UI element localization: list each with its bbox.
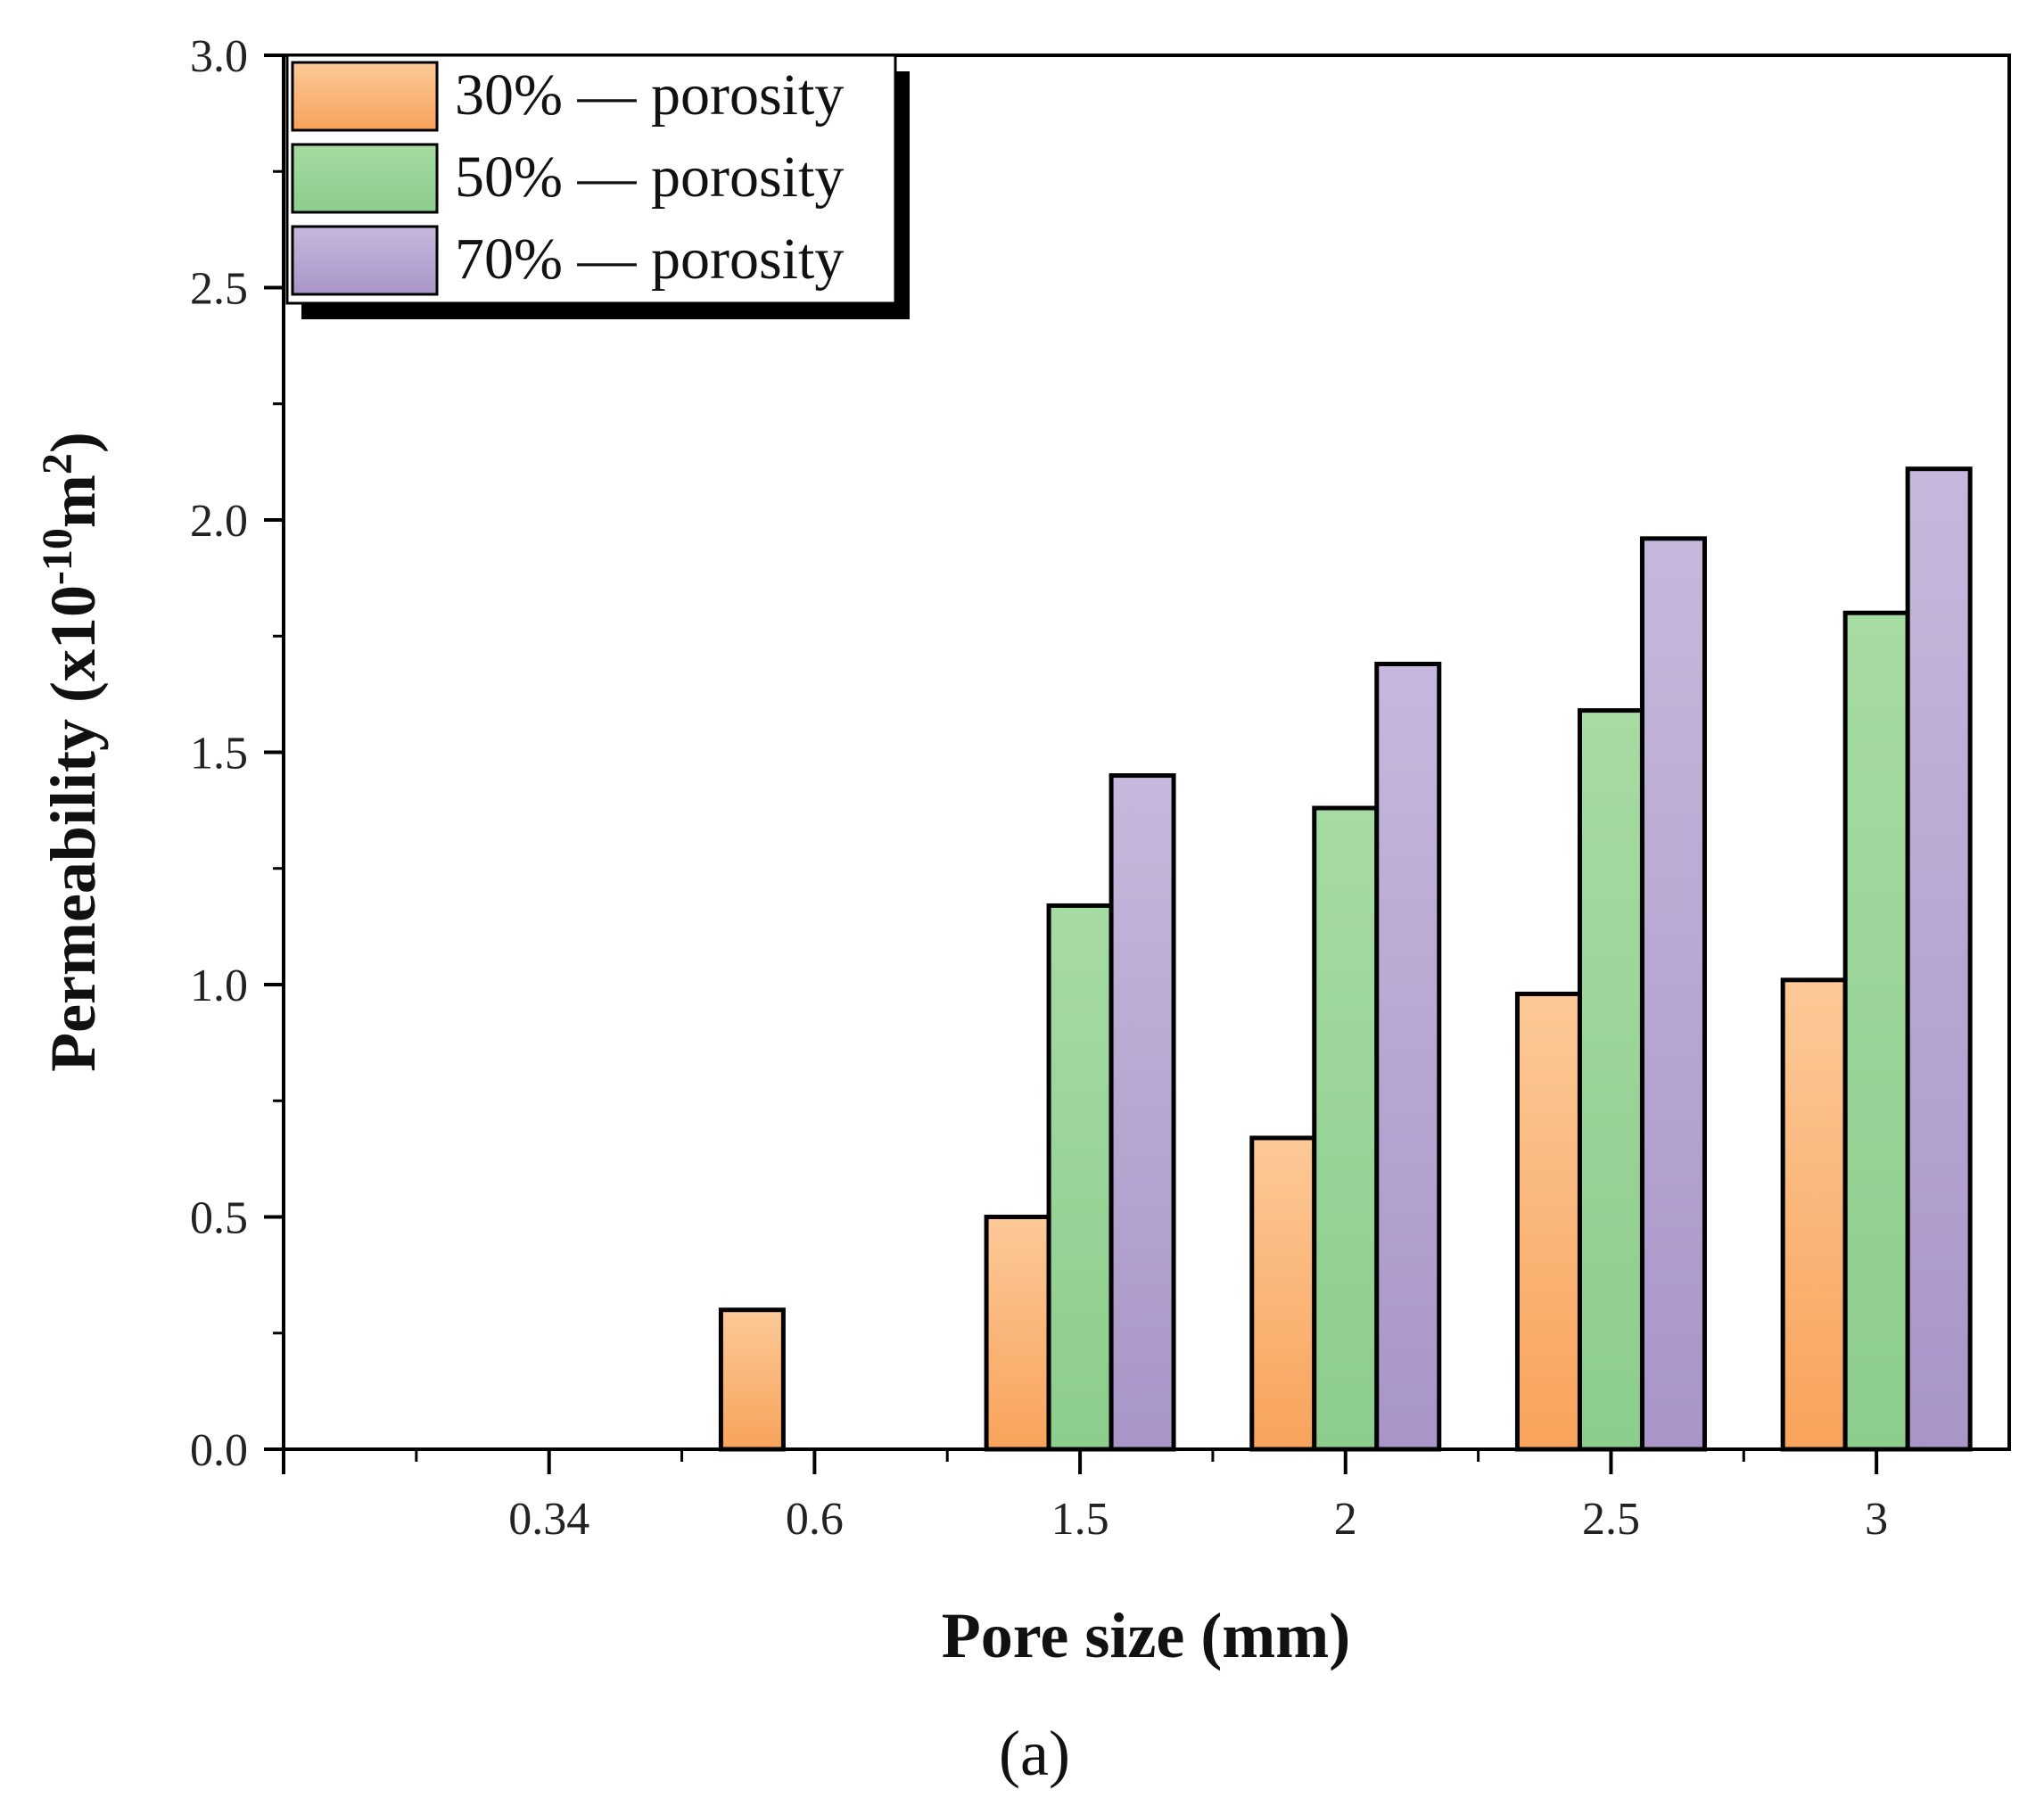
y-axis-title-close: ): [37, 432, 109, 453]
x-tick-label: 1.5: [1051, 1494, 1109, 1545]
y-tick-label: 1.0: [190, 961, 248, 1011]
legend-swatch: [291, 61, 439, 132]
x-axis: 0.34 0.6 1.5 2 2.5 3: [282, 1449, 1888, 1545]
y-axis-title-unit-exponent: 2: [34, 453, 81, 474]
x-tick-label: 2.5: [1582, 1494, 1640, 1545]
y-tick-label: 1.5: [190, 729, 248, 779]
y-axis: 0.0 0.5 1.0 1.5 2.0 2.5 3.0: [190, 31, 284, 1476]
bar-1: [1249, 1135, 1317, 1452]
bar-1: [984, 1215, 1051, 1452]
bar-1: [718, 1307, 786, 1452]
bar-3: [1905, 466, 1973, 1452]
y-axis-title-exponent: -10: [34, 528, 81, 585]
legend-swatch: [291, 143, 439, 214]
panel-label: (a): [999, 1718, 1070, 1789]
bar-series: [718, 466, 1973, 1452]
bar-3: [1109, 773, 1176, 1452]
y-axis-title-main: Permeability (x10: [37, 585, 109, 1072]
x-tick-label: 0.6: [786, 1494, 844, 1545]
y-axis-title-unit: m: [37, 474, 109, 528]
y-axis-title: Permeability (x10-10m2): [34, 432, 109, 1072]
y-tick-label: 2.5: [190, 264, 248, 315]
bar-3: [1639, 536, 1707, 1452]
y-tick-label: 0.0: [190, 1425, 248, 1476]
bar-2: [1046, 903, 1114, 1452]
y-tick-label: 2.0: [190, 496, 248, 547]
bar-1: [1780, 977, 1848, 1452]
x-tick-label: 2: [1334, 1494, 1357, 1545]
bar-2: [1312, 805, 1380, 1452]
x-tick-label: 3: [1865, 1494, 1888, 1545]
bar-2: [1577, 708, 1644, 1452]
bar-1: [1514, 991, 1582, 1452]
legend: 30% — porosity 50% — porosity 70% — porosi…: [285, 54, 910, 319]
legend-label: 30% — porosity: [455, 62, 844, 128]
y-tick-label: 3.0: [190, 31, 248, 82]
x-axis-title: Pore size (mm): [942, 1600, 1350, 1671]
bar-3: [1374, 662, 1442, 1452]
legend-swatch: [291, 225, 439, 296]
legend-label: 70% — porosity: [455, 227, 844, 292]
x-tick-label: 0.34: [508, 1494, 589, 1545]
legend-label: 50% — porosity: [455, 144, 844, 210]
bar-2: [1842, 610, 1910, 1452]
y-tick-label: 0.5: [190, 1193, 248, 1244]
